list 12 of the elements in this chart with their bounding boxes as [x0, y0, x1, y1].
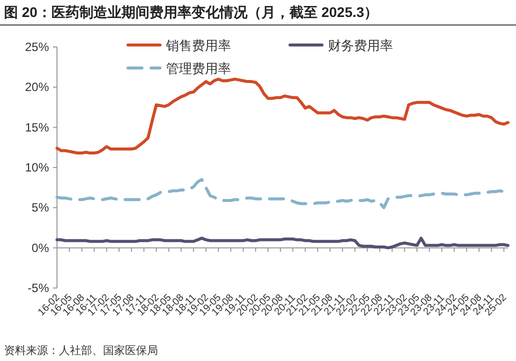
text: 资料来源：人社部、国家医保局 — [4, 344, 158, 357]
y-tick-label: 15% — [24, 120, 50, 134]
legend-label: 财务费用率 — [328, 38, 393, 53]
legend-label: 管理费用率 — [166, 61, 231, 76]
legend-label: 销售费用率 — [165, 38, 231, 53]
title: 图 20：医药制造业期间费用率变化情况（月，截至 2025.3） — [4, 4, 378, 20]
y-tick-label: 5% — [32, 200, 50, 215]
y-tick-label: 20% — [24, 80, 50, 94]
y-tick-label: 0% — [32, 240, 50, 255]
y-tick-label: 25% — [24, 40, 50, 54]
y-tick-label: 10% — [24, 160, 50, 174]
y-tick-label: -5% — [28, 281, 50, 295]
